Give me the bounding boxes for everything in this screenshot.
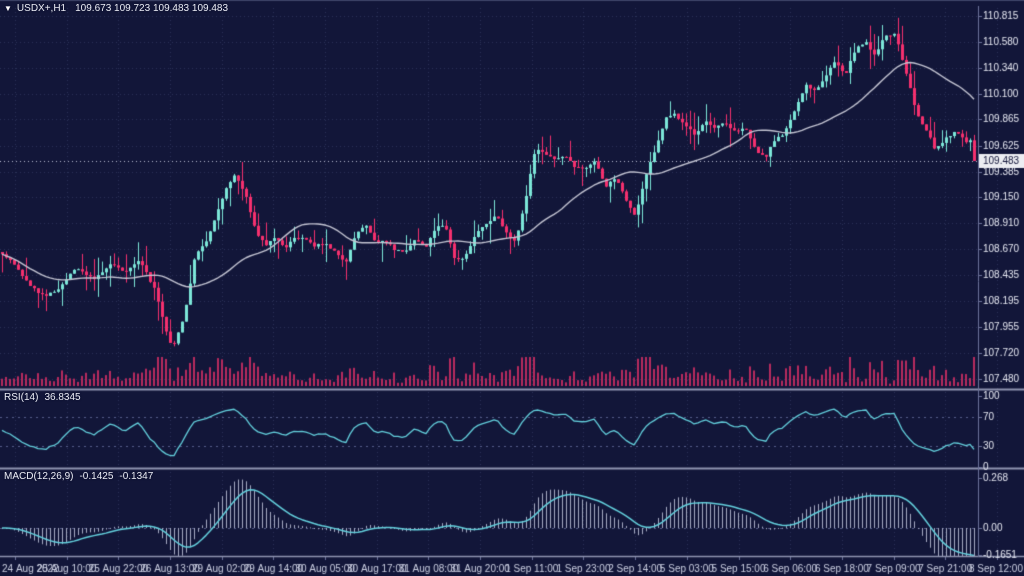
rsi-value: 36.8345 <box>44 392 81 403</box>
macd-indicator-label: MACD(12,26,9) -0.1425 -0.1347 <box>4 471 153 483</box>
chart-title: ▼ USDX+,H1 109.673 109.723 109.483 109.483 <box>4 3 228 15</box>
rsi-name: RSI(14) <box>4 392 39 403</box>
macd-main-value: -0.1425 <box>79 471 114 482</box>
symbol-timeframe-label: USDX+,H1 <box>16 3 67 14</box>
macd-signal-value: -0.1347 <box>119 471 154 482</box>
ohlc-values: 109.673 109.723 109.483 109.483 <box>75 3 229 14</box>
rsi-indicator-label: RSI(14) 36.8345 <box>4 392 81 404</box>
symbol-dropdown-icon[interactable]: ▼ <box>4 4 12 13</box>
macd-name: MACD(12,26,9) <box>4 471 74 482</box>
